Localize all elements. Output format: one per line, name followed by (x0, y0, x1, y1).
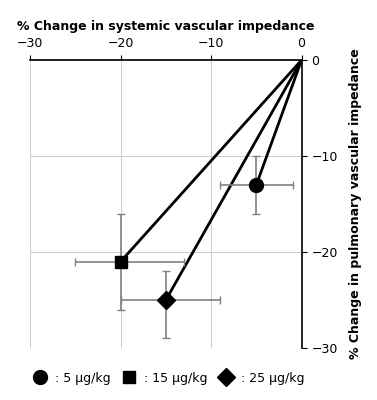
X-axis label: % Change in systemic vascular impedance: % Change in systemic vascular impedance (17, 20, 315, 33)
Y-axis label: % Change in pulmonary vascular impedance: % Change in pulmonary vascular impedance (349, 49, 362, 359)
Legend: : 5 μg/kg, : 15 μg/kg, : 25 μg/kg: : 5 μg/kg, : 15 μg/kg, : 25 μg/kg (22, 367, 310, 390)
